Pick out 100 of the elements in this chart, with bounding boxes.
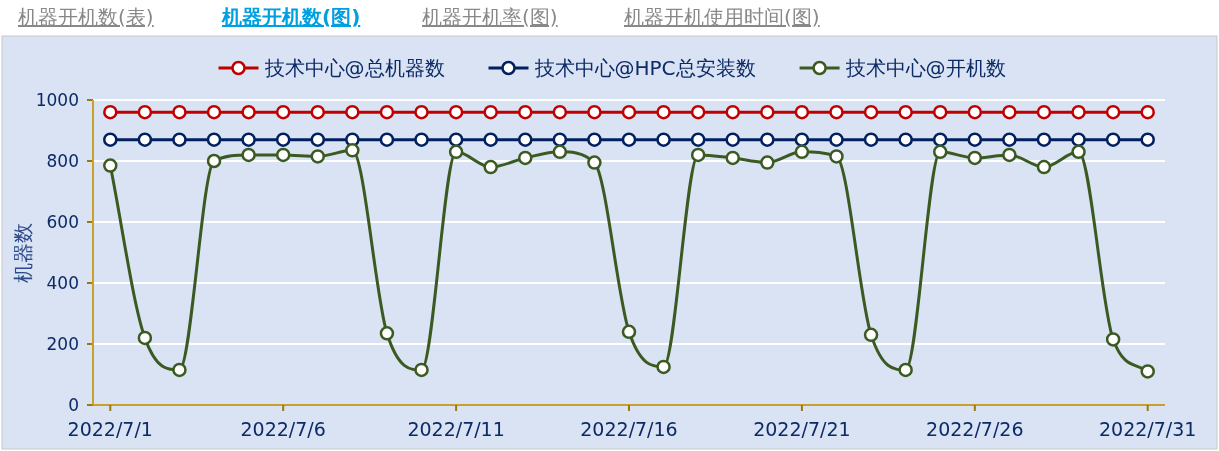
y-tick-label: 0 [68,395,79,415]
point [275,147,291,163]
point [932,144,948,160]
point [483,104,498,120]
point [967,132,983,147]
point [483,132,498,147]
point [448,132,464,147]
point [1002,104,1017,120]
x-tick-label: 2022/7/31 [1099,418,1197,440]
point [1071,132,1086,147]
point [1071,144,1086,160]
x-tick-label: 2022/7/21 [753,418,851,440]
point [448,144,464,160]
point [310,132,326,147]
point [794,144,810,160]
point [518,132,533,147]
x-tick-label: 2022/7/6 [240,418,326,440]
text: 机器开机数(图) [221,5,361,29]
y-tick-label: 400 [46,273,79,293]
point [241,104,256,120]
point [898,132,913,147]
point [967,150,983,166]
point [587,155,602,170]
point [967,104,983,120]
point [137,104,153,120]
point [794,132,810,147]
text: 机器开机使用时间(图) [624,5,820,29]
point [1140,364,1155,379]
point [345,104,360,120]
text: 机器开机数(表) [18,5,154,29]
point [379,104,395,120]
point [552,144,568,160]
legend-label: 技术中心@HPC总安装数 [533,56,756,80]
point [1036,132,1052,147]
point [621,132,637,147]
point [379,132,395,147]
point [206,132,222,147]
point [448,104,464,120]
legend-label: 技术中心@开机数 [844,56,1006,80]
point [932,104,948,120]
point [587,104,602,120]
point [829,104,844,120]
x-tick-label: 2022/7/26 [926,418,1024,440]
y-tick-label: 600 [46,212,79,232]
point [414,132,429,147]
point [172,362,187,378]
x-tick-label: 2022/7/1 [67,418,153,440]
point [725,132,740,147]
point [1140,132,1155,147]
point [760,132,775,147]
point [206,153,222,169]
point [690,104,706,120]
point [1036,159,1052,175]
point [690,132,706,147]
point [656,359,671,375]
point [414,104,429,120]
point [379,326,395,341]
text: 机器开机率(图) [422,5,558,29]
point [310,104,326,120]
point [103,132,118,147]
point [725,150,740,166]
point [656,104,671,120]
point [1036,104,1052,120]
point [241,147,256,163]
point [760,104,775,120]
point [690,147,706,163]
point [1140,104,1155,120]
point [863,104,879,120]
y-tick-label: 200 [46,334,79,354]
point [1105,104,1121,120]
point [1105,332,1121,347]
point [345,143,360,158]
point [898,104,913,120]
point [275,132,291,147]
point [483,159,498,175]
point [621,324,637,340]
point [172,104,187,120]
point [137,330,153,346]
legend-label: 技术中心@总机器数 [263,56,445,80]
point [725,104,740,120]
point [621,104,637,120]
point [1105,132,1121,147]
y-tick-label: 800 [46,151,79,171]
point [103,104,118,120]
point [172,132,187,147]
point [829,132,844,147]
y-axis-title: 机器数 [11,222,35,283]
x-tick-label: 2022/7/16 [580,418,678,440]
y-tick-label: 1000 [35,90,79,110]
point [552,104,568,120]
point [275,104,291,120]
point [206,104,222,120]
point [587,132,602,147]
point [932,132,948,147]
point [137,132,153,147]
point [552,132,568,147]
point [518,104,533,120]
point [241,132,256,147]
point [1071,104,1086,120]
x-tick-label: 2022/7/11 [407,418,505,440]
